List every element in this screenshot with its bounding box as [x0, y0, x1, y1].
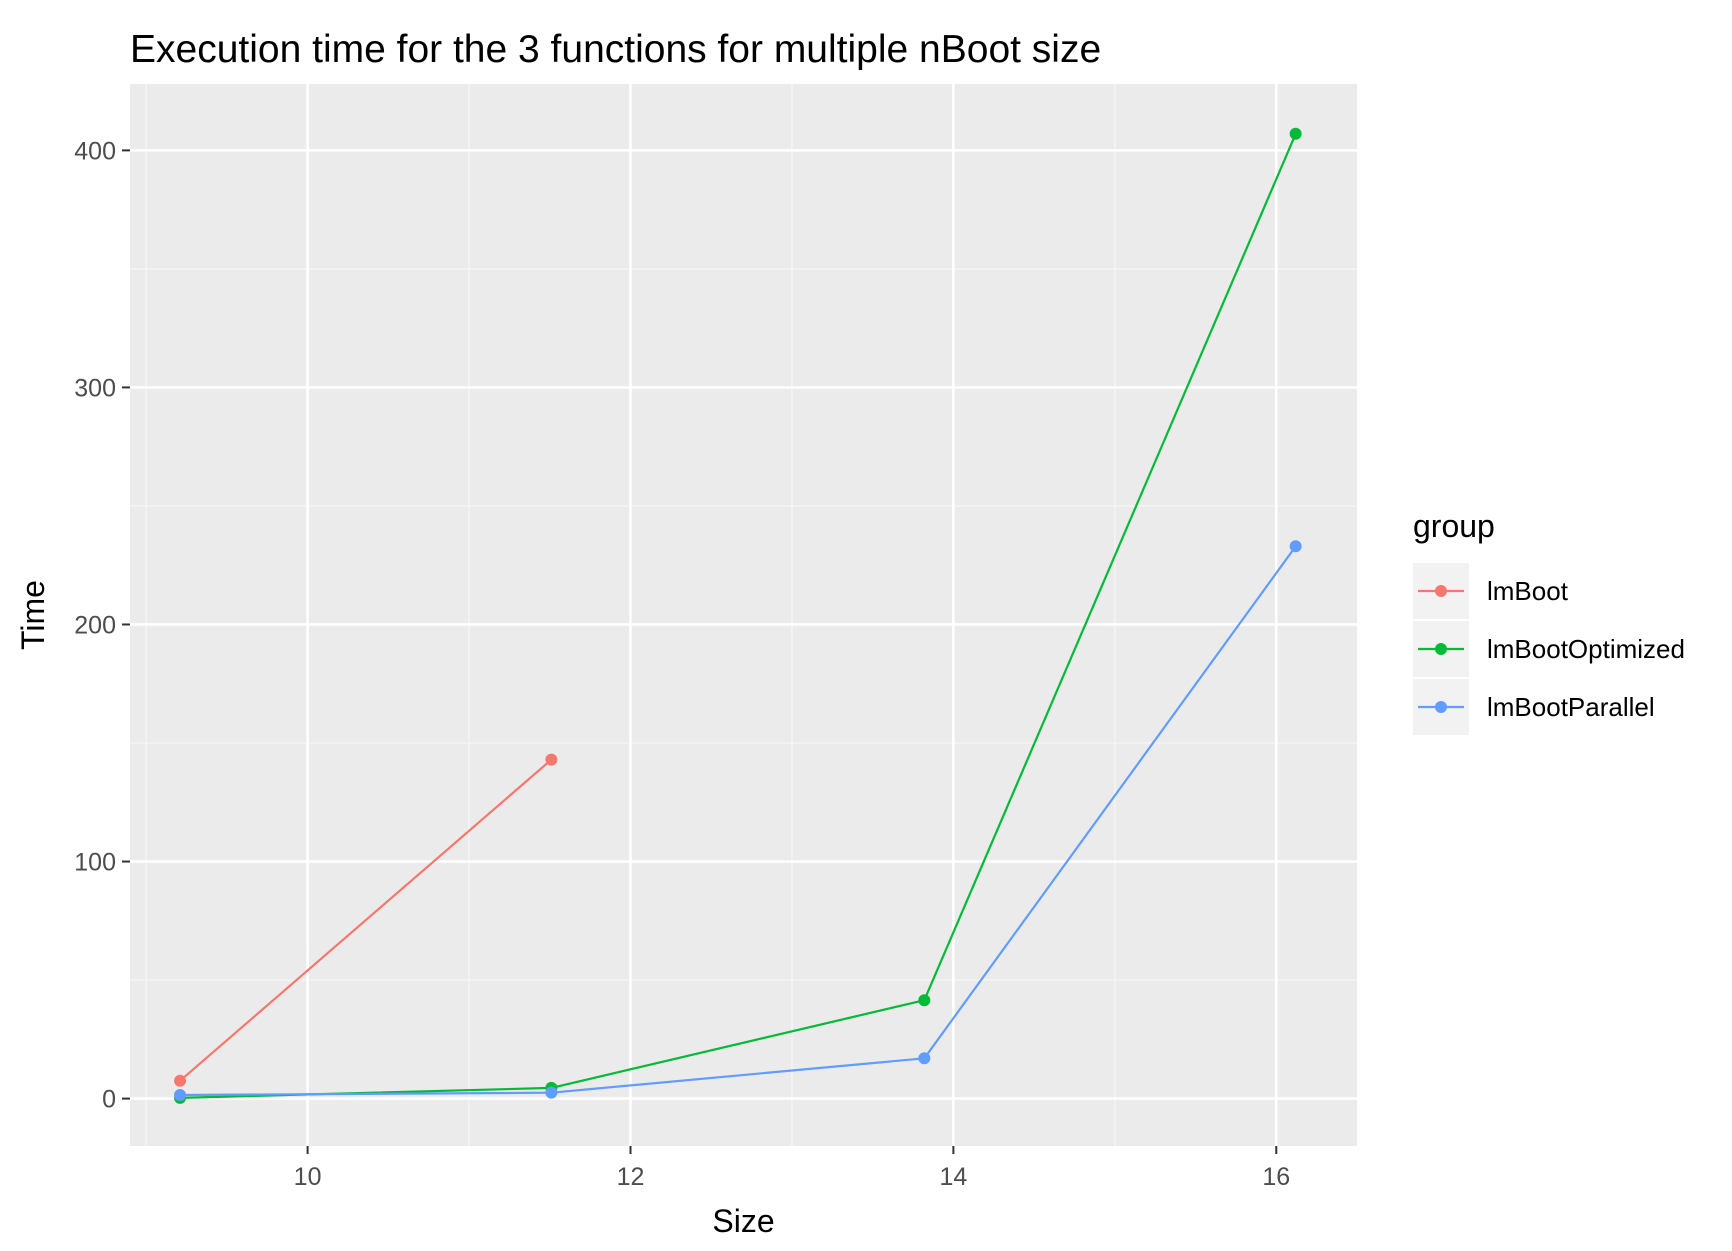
x-axis-title: Size [712, 1203, 774, 1239]
legend-item: lmBootOptimized [1413, 621, 1685, 677]
data-point [174, 1074, 187, 1087]
legend: group lmBoot lmBootOptimized lmBootParalle… [1413, 508, 1685, 735]
series-lmBootParallel [174, 540, 1302, 1102]
series-line [179, 758, 553, 1082]
data-point [174, 1089, 187, 1102]
legend-item: lmBootParallel [1413, 679, 1655, 735]
chart-title: Execution time for the 3 functions for m… [130, 28, 1101, 71]
axis-ticks: 10 12 14 16 0 100 200 300 400 [74, 137, 1290, 1191]
plot-panel [130, 84, 1357, 1146]
x-tick-label: 10 [294, 1163, 322, 1191]
y-tick-label: 200 [74, 611, 116, 639]
data-point [545, 1086, 558, 1099]
legend-label: lmBoot [1487, 576, 1569, 606]
series-line [179, 545, 1297, 1097]
legend-key [1413, 679, 1469, 735]
data-point [545, 753, 558, 766]
x-tick-label: 12 [617, 1163, 645, 1191]
legend-key-point [1435, 585, 1447, 597]
y-tick-label: 300 [74, 374, 116, 402]
data-point [1289, 540, 1302, 553]
series-lmBoot [174, 753, 558, 1087]
y-tick-label: 400 [74, 137, 116, 165]
legend-key-point [1435, 643, 1447, 655]
legend-title: group [1413, 508, 1495, 544]
data-point [918, 1052, 931, 1065]
legend-item: lmBoot [1413, 563, 1569, 619]
legend-label: lmBootOptimized [1487, 634, 1685, 664]
legend-key [1413, 563, 1469, 619]
x-tick-label: 16 [1262, 1163, 1290, 1191]
legend-key [1413, 621, 1469, 677]
x-tick-label: 14 [939, 1163, 967, 1191]
y-tick-label: 100 [74, 849, 116, 877]
series-layer [174, 127, 1302, 1104]
legend-key-point [1435, 701, 1447, 713]
y-tick-label: 0 [102, 1086, 116, 1114]
legend-label: lmBootParallel [1487, 692, 1655, 722]
y-axis-title: Time [15, 580, 51, 650]
data-point [918, 994, 931, 1007]
data-point [1289, 127, 1302, 140]
legend-items: lmBoot lmBootOptimized lmBootParallel [1413, 563, 1685, 735]
